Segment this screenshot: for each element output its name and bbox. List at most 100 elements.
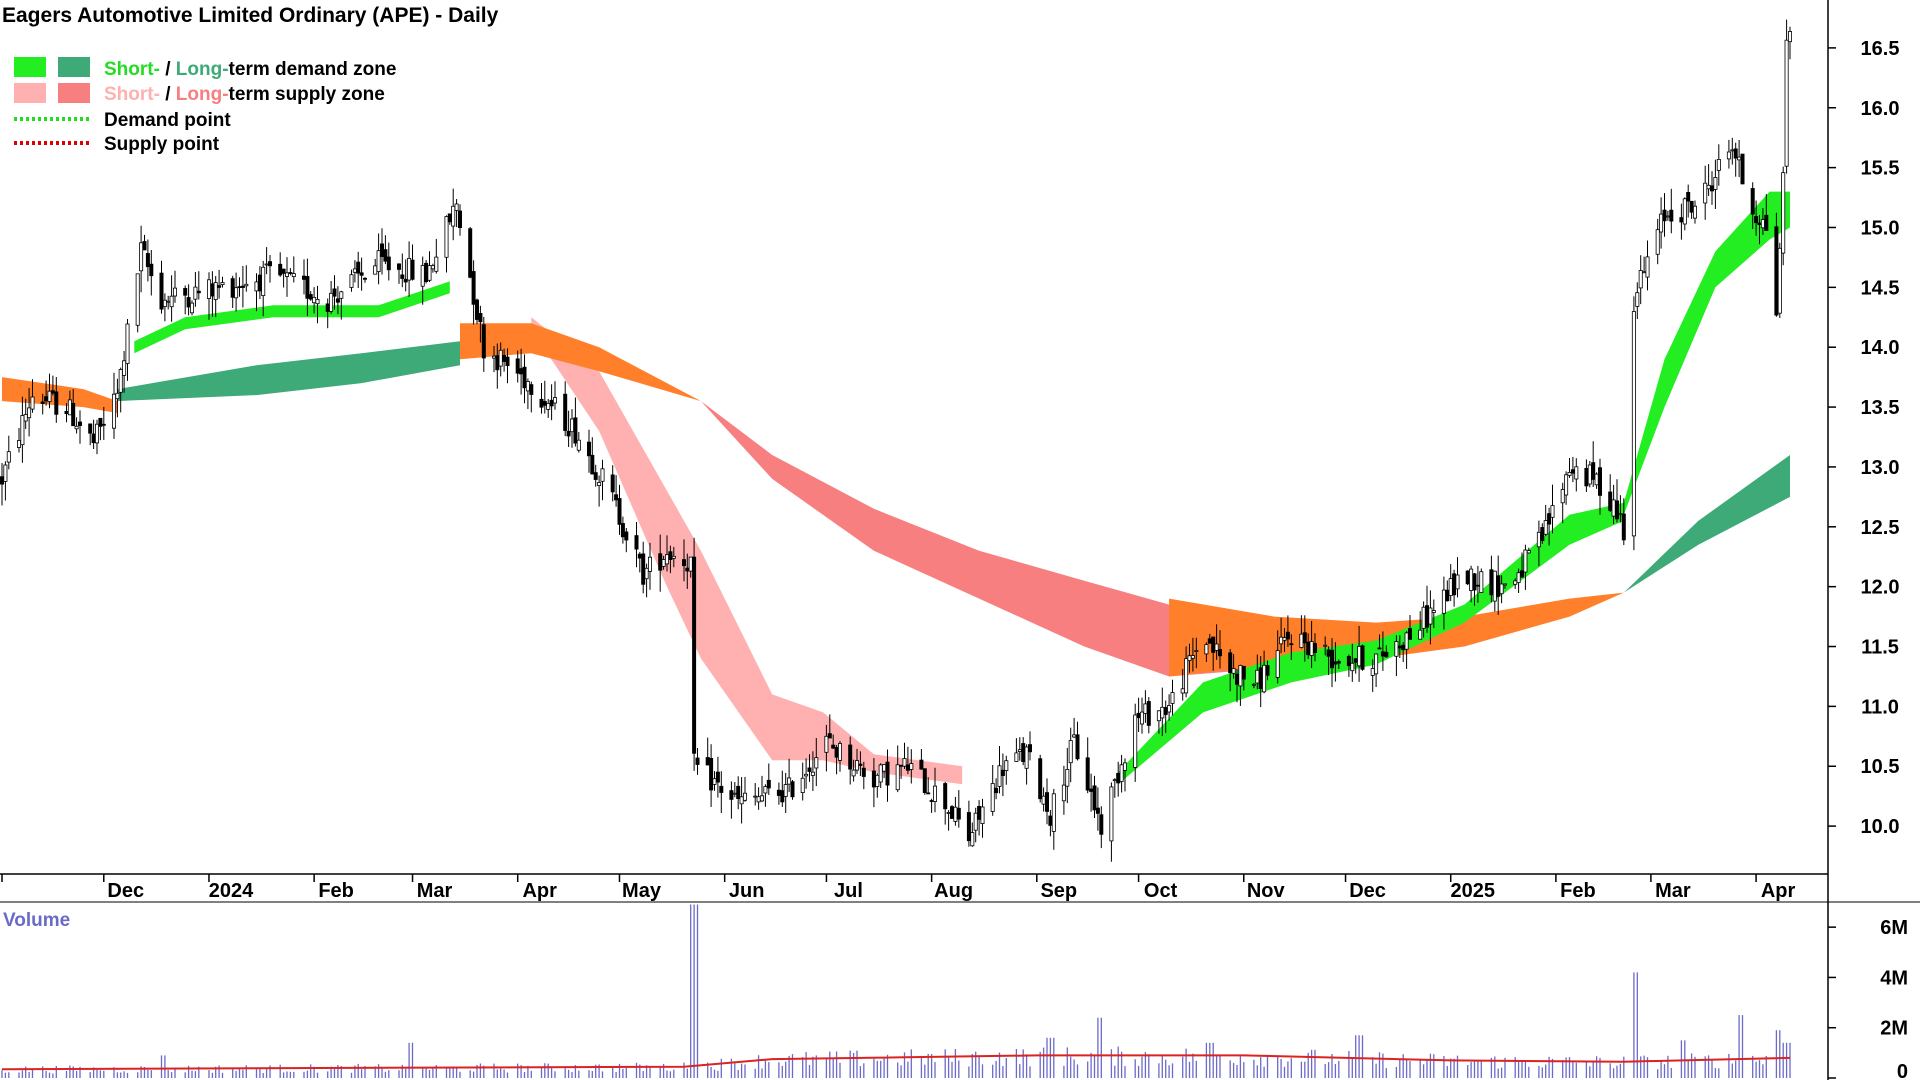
candle-body bbox=[434, 256, 439, 272]
candle-body bbox=[125, 323, 130, 364]
candle-body bbox=[834, 747, 839, 758]
candle-body bbox=[956, 807, 961, 820]
candle-body bbox=[288, 272, 293, 274]
candle-body bbox=[620, 523, 625, 538]
candle-body bbox=[335, 298, 340, 303]
candle-body bbox=[101, 423, 106, 426]
candle-body bbox=[1570, 469, 1575, 474]
y-tick-label: 11.0 bbox=[1861, 696, 1899, 718]
legend-swatch-long-demand bbox=[58, 57, 90, 77]
candle-body bbox=[1306, 641, 1311, 656]
candle-body bbox=[1346, 656, 1351, 667]
volume-layer bbox=[1, 904, 1791, 1078]
candle-body bbox=[1285, 631, 1290, 640]
candle-body bbox=[593, 472, 598, 480]
candle-body bbox=[1194, 650, 1199, 652]
candle-body bbox=[1655, 229, 1660, 255]
candle-body bbox=[1455, 574, 1460, 590]
candle-body bbox=[1669, 209, 1674, 222]
y-tick-label: 15.5 bbox=[1861, 158, 1900, 180]
y-tick-label: 12.5 bbox=[1861, 517, 1900, 539]
candle-body bbox=[1374, 653, 1379, 675]
candle-body bbox=[481, 324, 486, 359]
candle-body bbox=[1764, 214, 1769, 232]
candle-body bbox=[1262, 664, 1267, 693]
candle-body bbox=[1397, 645, 1402, 649]
x-tick-label: Sep bbox=[1040, 880, 1077, 902]
candle-body bbox=[502, 354, 507, 362]
candle-body bbox=[1251, 683, 1256, 686]
candle-body bbox=[736, 785, 741, 799]
candle-body bbox=[1618, 513, 1623, 516]
candle-body bbox=[112, 393, 117, 429]
candle-body bbox=[1425, 605, 1430, 628]
candle-body bbox=[186, 297, 191, 308]
candle-body bbox=[1693, 205, 1698, 219]
candle-body bbox=[471, 271, 476, 305]
candle-body bbox=[1112, 779, 1117, 782]
chart-legend: Short- / Long-term demand zone Short- / … bbox=[14, 57, 396, 155]
candle-body bbox=[1659, 213, 1664, 233]
candle-body bbox=[922, 768, 927, 794]
candle-body bbox=[447, 213, 452, 223]
y-tick-label: 16.5 bbox=[1861, 38, 1900, 60]
candle-body bbox=[454, 203, 459, 211]
candle-body bbox=[1336, 661, 1341, 664]
candle-body bbox=[729, 790, 734, 800]
legend-label-supply-point: Supply point bbox=[104, 134, 220, 155]
candle-body bbox=[1689, 200, 1694, 213]
candle-body bbox=[780, 790, 785, 803]
candle-body bbox=[118, 369, 123, 393]
x-tick-label: Aug bbox=[934, 880, 973, 902]
candle-body bbox=[943, 783, 948, 810]
candle-body bbox=[1492, 570, 1497, 602]
candle-body bbox=[1313, 643, 1318, 654]
candle-body bbox=[875, 774, 880, 787]
candle-body bbox=[973, 812, 978, 831]
candle-body bbox=[142, 241, 147, 251]
candle-body bbox=[1475, 584, 1480, 587]
candle-body bbox=[522, 366, 527, 389]
candle-body bbox=[1004, 760, 1009, 772]
x-tick-label: Nov bbox=[1247, 880, 1286, 902]
x-tick-label: Mar bbox=[1655, 880, 1691, 902]
candle-body bbox=[396, 263, 401, 270]
candle-body bbox=[1330, 649, 1335, 669]
candle-body bbox=[64, 410, 69, 414]
candle-body bbox=[122, 360, 127, 376]
x-tick-label: 2024 bbox=[209, 880, 254, 902]
candle-body bbox=[50, 390, 55, 394]
candle-body bbox=[1357, 646, 1362, 667]
volume-average-line bbox=[1, 1054, 1791, 1071]
candle-body bbox=[1615, 500, 1620, 520]
candle-body bbox=[220, 282, 225, 285]
candle-body bbox=[529, 384, 534, 395]
candle-body bbox=[739, 796, 744, 805]
candle-body bbox=[848, 744, 853, 770]
candle-body bbox=[478, 312, 483, 323]
candle-body bbox=[519, 368, 524, 375]
candle-body bbox=[617, 498, 622, 525]
candle-body bbox=[1520, 570, 1525, 578]
candle-body bbox=[1156, 710, 1161, 722]
candle-body bbox=[206, 279, 211, 299]
candle-body bbox=[474, 299, 479, 320]
candle-body bbox=[1072, 734, 1077, 738]
candle-body bbox=[1682, 198, 1687, 225]
candle-body bbox=[783, 784, 788, 797]
y-tick-label: 13.0 bbox=[1861, 457, 1900, 479]
candle-body bbox=[1472, 573, 1477, 591]
candle-body bbox=[1421, 606, 1426, 629]
price-axis: 10.0 10.5 11.0 11.5 12.0 12.5 13.0 13.5 14.0 14.5… bbox=[1828, 38, 1899, 838]
candle-body bbox=[1143, 703, 1148, 714]
candle-body bbox=[281, 268, 286, 274]
candle-body bbox=[1116, 773, 1121, 784]
candle-body bbox=[563, 393, 568, 431]
candle-body bbox=[824, 735, 829, 753]
x-tick-label: Feb bbox=[1560, 880, 1596, 902]
candle-body bbox=[30, 396, 35, 410]
candle-body bbox=[899, 764, 904, 767]
candle-body bbox=[1757, 222, 1762, 226]
candle-body bbox=[1584, 467, 1589, 487]
candle-body bbox=[902, 758, 907, 767]
